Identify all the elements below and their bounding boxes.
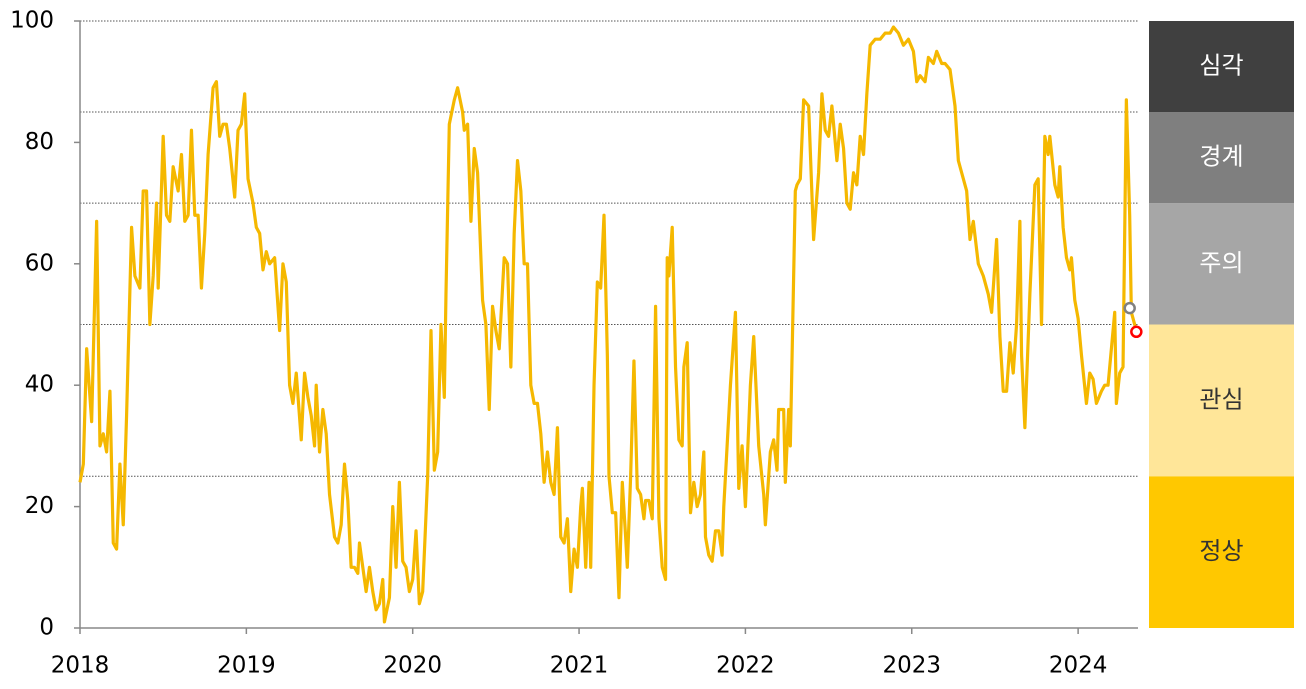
zone-band <box>1149 21 1294 113</box>
data-line <box>78 25 1138 624</box>
x-tick-label: 2021 <box>550 653 609 679</box>
marker <box>1130 325 1143 339</box>
zone-label: 관심 <box>1199 385 1243 413</box>
x-tick-label: 2018 <box>51 653 110 679</box>
x-tick-label: 2019 <box>217 653 276 679</box>
zone-label: 정상 <box>1199 537 1243 565</box>
zone-band <box>1149 324 1294 477</box>
x-tick-label: 2024 <box>1049 653 1108 679</box>
zone-band <box>1149 476 1294 628</box>
marker <box>1123 301 1136 315</box>
zone-band <box>1149 112 1294 204</box>
y-tick-label: 60 <box>25 250 54 276</box>
y-tick-label: 40 <box>25 372 54 398</box>
zone-label: 심각 <box>1199 52 1243 80</box>
zone-label: 주의 <box>1199 249 1243 277</box>
zone-band <box>1149 203 1294 325</box>
y-tick-label: 100 <box>10 8 54 34</box>
x-tick-label: 2023 <box>882 653 941 679</box>
y-tick-label: 20 <box>25 493 54 519</box>
zone-label: 경계 <box>1199 143 1243 171</box>
y-tick-label: 80 <box>25 129 54 155</box>
x-tick-label: 2020 <box>383 653 442 679</box>
x-tick-label: 2022 <box>716 653 775 679</box>
y-tick-label: 0 <box>39 615 54 641</box>
